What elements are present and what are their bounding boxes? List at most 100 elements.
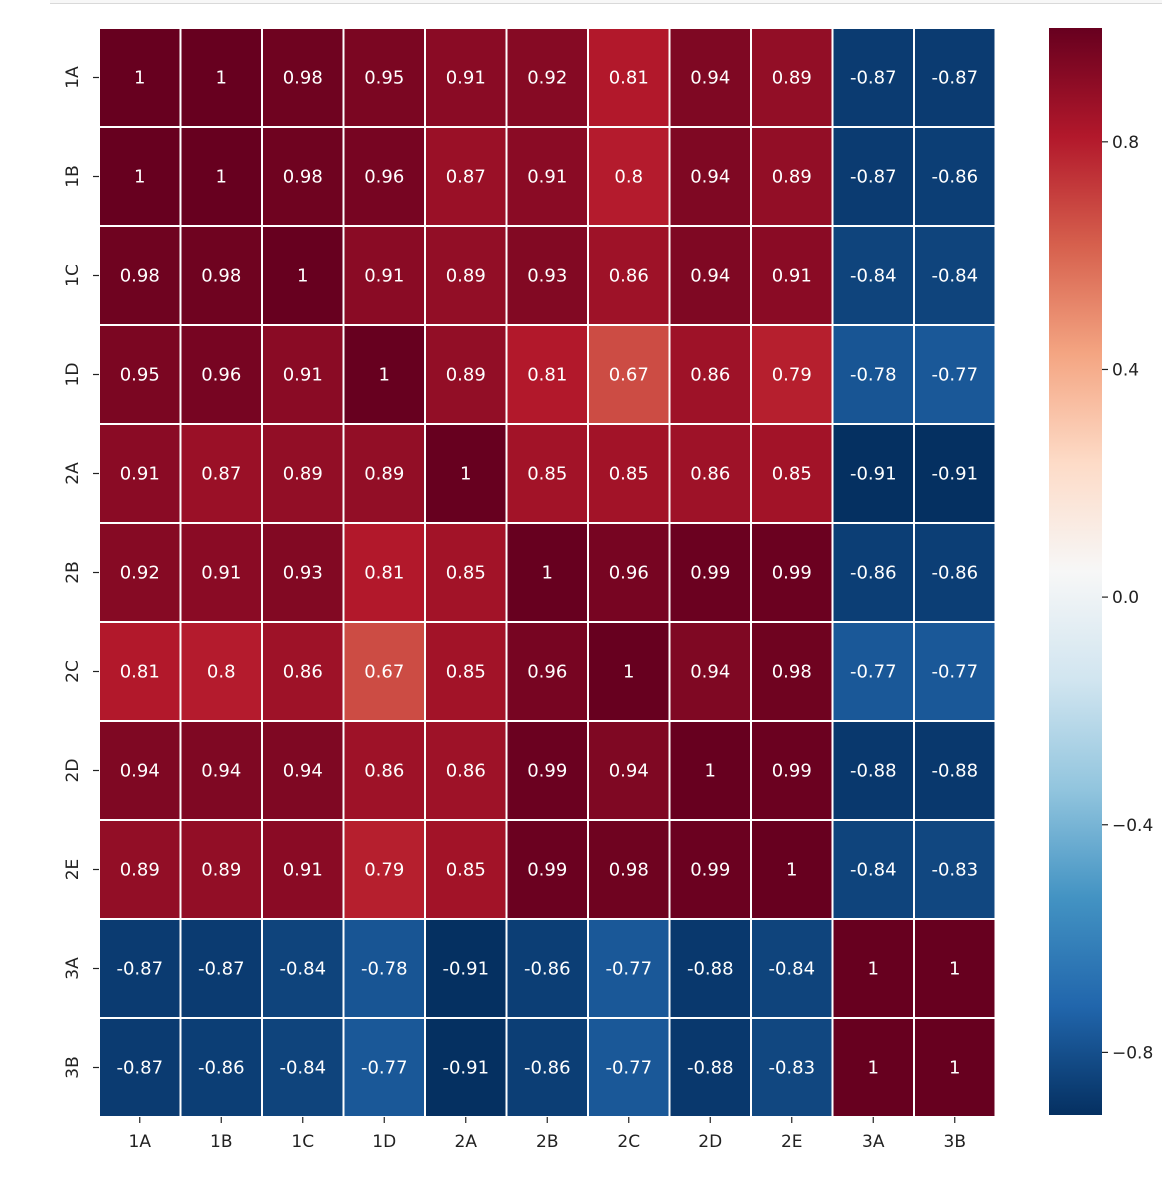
heatmap-cell-3A-1D bbox=[342, 918, 426, 1019]
cell-annotation: 0.86 bbox=[609, 266, 649, 287]
heatmap-cell-2D-1D bbox=[342, 720, 426, 821]
heatmap-cell-3B-2A bbox=[424, 1017, 508, 1118]
cell-annotation: -0.77 bbox=[605, 959, 652, 980]
heatmap-cell-1B-3B bbox=[913, 126, 997, 227]
heatmap-cell-2A-2C bbox=[587, 423, 671, 524]
cell-annotation: -0.84 bbox=[850, 266, 897, 287]
cell-annotation: 0.96 bbox=[364, 167, 404, 188]
cell-annotation: 0.98 bbox=[772, 662, 812, 683]
heatmap-cell-2E-2D bbox=[668, 819, 752, 920]
cell-annotation: -0.91 bbox=[442, 959, 489, 980]
heatmap-cell-3A-1A bbox=[98, 918, 182, 1019]
cell-annotation: 0.91 bbox=[201, 563, 241, 584]
heatmap-cell-3B-3A bbox=[831, 1017, 915, 1118]
x-tick-label: 1C bbox=[291, 1132, 314, 1152]
heatmap-cell-2E-1A bbox=[98, 819, 182, 920]
cell-annotation: 0.79 bbox=[772, 365, 812, 386]
y-tick-label: 2D bbox=[63, 759, 83, 783]
heatmap-cell-3A-1B bbox=[179, 918, 263, 1019]
heatmap-cell-1A-2B bbox=[505, 27, 589, 128]
heatmap-cell-1D-3A bbox=[831, 324, 915, 425]
x-tick-label: 3B bbox=[944, 1132, 966, 1152]
heatmap-cell-2E-1B bbox=[179, 819, 263, 920]
cell-annotation: -0.91 bbox=[931, 464, 978, 485]
heatmap-cell-3B-2D bbox=[668, 1017, 752, 1118]
cell-annotation: 1 bbox=[949, 959, 960, 980]
y-tick-label: 2A bbox=[63, 462, 83, 485]
heatmap-cell-2A-3B bbox=[913, 423, 997, 524]
cell-annotation: 0.96 bbox=[609, 563, 649, 584]
cell-annotation: 0.89 bbox=[446, 266, 486, 287]
y-axis-ticks: 1A 1B 1C 1D 2A 2B 2C 2D 2E 3A 3B bbox=[63, 66, 99, 1079]
cell-annotation: 0.98 bbox=[283, 68, 323, 89]
cell-annotation: 0.85 bbox=[772, 464, 812, 485]
cell-annotation: 0.99 bbox=[690, 860, 730, 881]
cell-annotation: -0.84 bbox=[279, 959, 326, 980]
heatmap-cell-1A-2D bbox=[668, 27, 752, 128]
heatmap-cell-3B-1D bbox=[342, 1017, 426, 1118]
heatmap-cell-2C-2D bbox=[668, 621, 752, 722]
x-tick-label: 1D bbox=[372, 1132, 396, 1152]
cell-annotation: -0.77 bbox=[361, 1058, 408, 1079]
heatmap-cell-2E-3B bbox=[913, 819, 997, 920]
heatmap-cell-2C-3A bbox=[831, 621, 915, 722]
heatmap-cell-2A-1D bbox=[342, 423, 426, 524]
x-tick-label: 2B bbox=[536, 1132, 558, 1152]
cell-annotation: -0.77 bbox=[931, 662, 978, 683]
x-tick-label: 1B bbox=[210, 1132, 232, 1152]
x-tick-label: 2A bbox=[455, 1132, 478, 1152]
cell-annotation: 0.85 bbox=[446, 860, 486, 881]
heatmap-cell-1A-1B bbox=[179, 27, 263, 128]
cell-annotation: 1 bbox=[705, 761, 716, 782]
heatmap-cell-1B-2E bbox=[750, 126, 834, 227]
heatmap-cell-3B-1A bbox=[98, 1017, 182, 1118]
colorbar-tick-label: 0.4 bbox=[1112, 360, 1139, 380]
cell-annotation: 0.98 bbox=[283, 167, 323, 188]
cell-annotation: 1 bbox=[460, 464, 471, 485]
cell-annotation: 1 bbox=[134, 167, 145, 188]
cell-annotation: -0.87 bbox=[116, 1058, 163, 1079]
heatmap-cell-3B-1C bbox=[261, 1017, 345, 1118]
cell-annotation: -0.78 bbox=[850, 365, 897, 386]
heatmap-cell-3A-2A bbox=[424, 918, 508, 1019]
cell-annotation: 0.92 bbox=[120, 563, 160, 584]
cell-annotation: 1 bbox=[216, 167, 227, 188]
cell-annotation: 0.94 bbox=[201, 761, 241, 782]
cell-annotation: -0.86 bbox=[850, 563, 897, 584]
heatmap-cell-1B-1C bbox=[261, 126, 345, 227]
heatmap-cell-2B-2E bbox=[750, 522, 834, 623]
y-tick-label: 3B bbox=[63, 1056, 83, 1078]
cell-annotation: 0.94 bbox=[690, 68, 730, 89]
cell-annotation: 0.93 bbox=[527, 266, 567, 287]
heatmap-cell-1C-2B bbox=[505, 225, 589, 326]
cell-annotation: 0.94 bbox=[120, 761, 160, 782]
cell-annotation: 0.67 bbox=[364, 662, 404, 683]
heatmap-cell-1C-2A bbox=[424, 225, 508, 326]
heatmap-cell-1C-2C bbox=[587, 225, 671, 326]
colorbar: 0.8 0.4 0.0 −0.4 −0.8 bbox=[1049, 28, 1153, 1115]
cell-annotation: -0.91 bbox=[442, 1058, 489, 1079]
cell-annotation: 0.85 bbox=[527, 464, 567, 485]
cell-annotation: 1 bbox=[297, 266, 308, 287]
cell-annotation: 0.95 bbox=[120, 365, 160, 386]
y-tick-label: 1A bbox=[63, 66, 83, 89]
cell-annotations: 1 1 0.98 0.95 0.91 0.92 0.81 0.94 0.89 -0.87 -0.87… bbox=[116, 68, 978, 1079]
heatmap-cell-1D-2B bbox=[505, 324, 589, 425]
heatmap-cell-3A-2E bbox=[750, 918, 834, 1019]
heatmap-cells bbox=[98, 27, 997, 1118]
cell-annotation: -0.87 bbox=[198, 959, 245, 980]
cell-annotation: 0.8 bbox=[614, 167, 643, 188]
y-tick-label: 1B bbox=[63, 165, 83, 187]
cell-annotation: 0.81 bbox=[364, 563, 404, 584]
cell-annotation: -0.83 bbox=[931, 860, 978, 881]
cell-annotation: 1 bbox=[134, 68, 145, 89]
cell-annotation: 0.93 bbox=[283, 563, 323, 584]
heatmap-cell-3B-2E bbox=[750, 1017, 834, 1118]
cell-annotation: 0.98 bbox=[120, 266, 160, 287]
y-tick-label: 2B bbox=[63, 561, 83, 583]
cell-annotation: -0.84 bbox=[931, 266, 978, 287]
cell-annotation: 0.89 bbox=[364, 464, 404, 485]
cell-annotation: 0.92 bbox=[527, 68, 567, 89]
cell-annotation: 0.85 bbox=[446, 563, 486, 584]
heatmap-cell-2B-2B bbox=[505, 522, 589, 623]
